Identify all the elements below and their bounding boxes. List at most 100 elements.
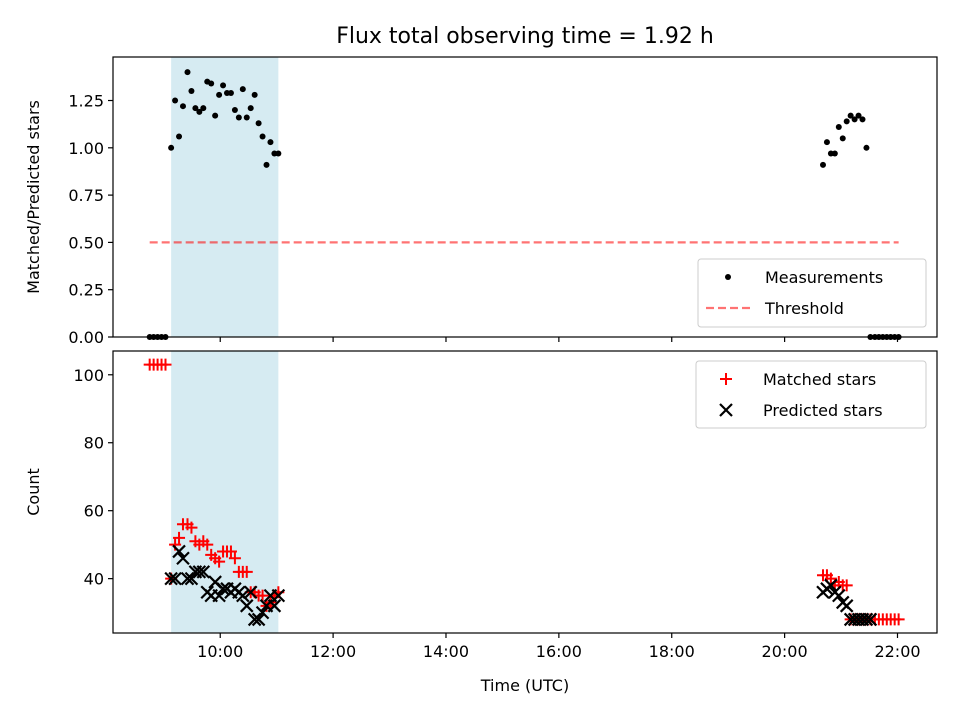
y-tick-label: 0.75 — [68, 186, 104, 205]
legend-box — [695, 360, 927, 429]
y-axis-label: Matched/Predicted stars — [24, 100, 43, 294]
predicted-point — [243, 585, 258, 600]
predicted-point — [168, 571, 182, 586]
matched-point — [173, 531, 186, 544]
measurement-point — [188, 88, 195, 95]
measurement-point — [839, 135, 846, 142]
predicted-point — [164, 571, 178, 586]
measurement-point — [239, 86, 246, 93]
predicted-point — [271, 588, 286, 603]
legend-marker-measurements — [725, 274, 731, 280]
count-panel: 40 60 80 100 10:00 12:00 14:00 16:00 18:00 20:00 2… — [24, 350, 938, 695]
predicted-point — [832, 588, 846, 603]
y-tick-label: 0.25 — [68, 281, 104, 300]
matched-point — [256, 589, 269, 602]
legend: Matched stars Predicted stars — [695, 360, 927, 429]
measurement-point — [863, 144, 870, 151]
matched-point — [201, 538, 214, 551]
matched-point — [224, 545, 237, 558]
observing-band — [171, 57, 279, 337]
measurement-point — [176, 133, 183, 140]
legend-label: Threshold — [764, 299, 844, 318]
measurement-point — [259, 133, 266, 140]
predicted-point — [216, 582, 230, 596]
x-tick-label: 14:00 — [423, 642, 469, 661]
measurement-point — [831, 150, 838, 157]
y-tick-label: 40 — [84, 570, 104, 589]
y-tick-label: 1.25 — [68, 92, 104, 111]
measurement-point — [851, 116, 858, 123]
predicted-point — [255, 605, 270, 620]
predicted-point — [239, 599, 254, 613]
predicted-point — [824, 578, 838, 593]
measurement-point — [267, 139, 274, 146]
measurement-point — [247, 105, 254, 112]
y-tick-label: 1.00 — [68, 139, 104, 158]
measurement-point — [196, 108, 203, 115]
x-tick-label: 18:00 — [649, 642, 695, 661]
predicted-point — [267, 599, 282, 613]
x-tick-label: 20:00 — [762, 642, 808, 661]
predicted-point — [839, 599, 854, 613]
legend-marker-matched — [720, 373, 732, 385]
y-axis-label: Count — [24, 468, 43, 516]
matched-point — [240, 565, 253, 578]
plot-frame — [112, 56, 938, 338]
measurement-point — [168, 144, 175, 151]
measurement-point — [227, 89, 234, 96]
y-tick-label: 0.50 — [68, 233, 104, 252]
predicted-point — [236, 588, 250, 603]
legend-marker-predicted — [719, 403, 733, 417]
measurement-point — [835, 124, 842, 130]
chart-title: Flux total observing time = 1.92 h — [336, 24, 714, 49]
measurement-point — [231, 106, 238, 113]
x-axis-label: Time (UTC) — [480, 676, 569, 695]
matched-point — [228, 552, 241, 565]
predicted-point — [192, 565, 207, 579]
measurement-point — [179, 103, 186, 110]
measurement-point — [819, 161, 826, 168]
legend-label: Matched stars — [763, 370, 876, 389]
y-tick-label: 100 — [73, 366, 104, 385]
measurement-point — [847, 112, 854, 119]
legend-label: Measurements — [765, 268, 883, 287]
measurement-point — [843, 118, 850, 125]
x-tick-label: 12:00 — [310, 642, 356, 661]
matched-point — [185, 521, 198, 534]
measurement-point — [263, 161, 270, 168]
y-tick-label: 0.00 — [68, 328, 104, 347]
measurement-point — [184, 69, 191, 76]
legend-box — [697, 258, 927, 328]
matched-point — [840, 579, 853, 592]
predicted-point — [251, 612, 266, 627]
measurement-point — [243, 114, 250, 121]
measurement-point — [172, 97, 179, 104]
measurement-point — [251, 91, 258, 98]
measurement-point — [220, 82, 227, 89]
matched-point — [824, 572, 837, 585]
x-tick-label: 10:00 — [197, 642, 243, 661]
predicted-point — [863, 612, 878, 627]
matched-point — [892, 613, 905, 626]
ratio-panel: 0.00 0.25 0.50 0.75 1.00 1.25 Matched/Predicte… — [24, 56, 938, 347]
y-tick-label: 80 — [84, 434, 104, 453]
measurement-point — [235, 114, 242, 121]
y-tick-label: 60 — [84, 502, 104, 521]
measurement-point — [212, 112, 219, 119]
legend-label: Predicted stars — [763, 401, 883, 420]
legend: Measurements Threshold — [697, 258, 927, 328]
x-tick-label: 22:00 — [874, 642, 920, 661]
x-tick-label: 16:00 — [536, 642, 582, 661]
measurement-point — [208, 80, 215, 87]
measurement-point — [855, 112, 862, 119]
measurement-point — [192, 105, 199, 112]
measurement-point — [255, 120, 262, 127]
predicted-point — [859, 612, 874, 627]
matched-point — [159, 358, 172, 371]
plot-frame — [112, 350, 938, 634]
measurement-point — [859, 116, 866, 123]
predicted-point — [196, 565, 211, 579]
measurement-point — [275, 150, 282, 157]
predicted-point — [176, 551, 190, 566]
